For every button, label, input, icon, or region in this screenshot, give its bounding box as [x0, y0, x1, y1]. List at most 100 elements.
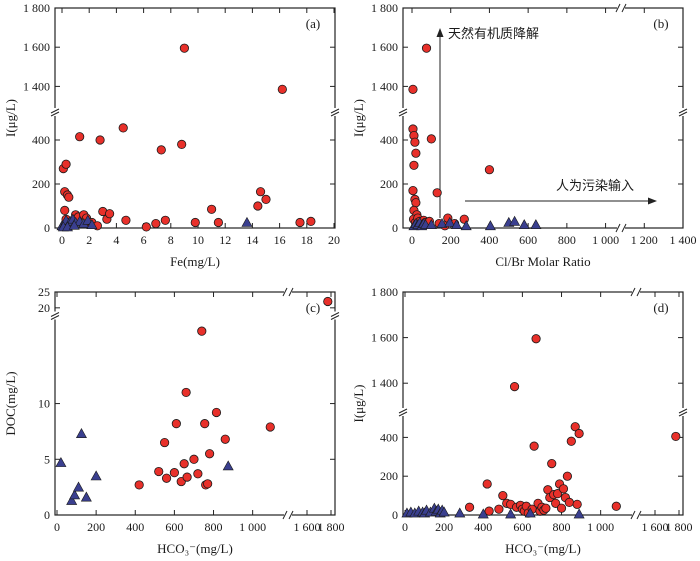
data-point-circle — [426, 134, 436, 144]
axis-break-mark — [398, 411, 408, 417]
plot-frame — [54, 7, 336, 229]
panel-tag: (d) — [653, 300, 668, 315]
data-point-circle — [261, 194, 271, 204]
y-tick-label: 0 — [44, 508, 50, 522]
x-tick-label: 0 — [54, 520, 60, 534]
data-point-circle — [411, 198, 421, 208]
axis-break-gap — [632, 288, 640, 296]
panel-b: 0 200 400 600 800 1 000 1 200 1 400 0 200 400 1 400… — [351, 1, 697, 269]
data-point-triangle — [425, 219, 437, 229]
plot-frame — [402, 7, 684, 229]
data-point-circle — [574, 428, 584, 439]
x-tick-label: 1 800 — [666, 520, 693, 534]
data-point-circle — [566, 436, 576, 446]
axis-break-mark — [630, 510, 636, 520]
axis-break-gap — [632, 511, 640, 519]
data-point-circle — [121, 215, 131, 225]
x-tick-label: 600 — [513, 520, 531, 534]
data-point-circle — [154, 466, 164, 477]
data-points — [408, 43, 542, 231]
data-point-circle — [409, 160, 419, 170]
data-point-triangle — [90, 470, 102, 481]
data-point-triangle — [68, 219, 80, 230]
data-point-circle — [160, 215, 170, 225]
data-point-circle — [200, 419, 210, 429]
data-point-circle — [134, 480, 144, 490]
data-point-circle — [105, 209, 115, 219]
x-tick-label: 8 — [168, 233, 174, 247]
axis-break-gap — [617, 4, 625, 12]
data-point-circle — [179, 43, 189, 53]
x-axis-label: Cl/Br Molar Ratio — [495, 254, 590, 269]
data-point-circle — [220, 434, 230, 444]
x-tick-label: 1 000 — [592, 233, 619, 247]
axis-break-mark — [636, 287, 642, 297]
x-tick-label: 400 — [126, 520, 144, 534]
axis-break-gap — [331, 108, 339, 116]
data-point-circle — [564, 497, 574, 507]
axis-break-mark — [636, 510, 642, 520]
axis-break-gap — [331, 311, 339, 320]
axis-break-mark — [398, 408, 408, 414]
annotation-organic: 天然有机质降解 — [448, 26, 539, 41]
axis-break-gap — [679, 108, 687, 116]
data-point-circle — [411, 148, 421, 158]
data-point-circle — [95, 135, 105, 145]
x-tick-label: 800 — [558, 233, 576, 247]
data-point-circle — [529, 441, 539, 451]
axis-break-gap — [284, 511, 292, 519]
x-axis-label: HCO₃⁻(mg/L) — [157, 541, 233, 556]
axis-break-gap — [51, 108, 59, 116]
x-axis-label: Fe(mg/L) — [170, 254, 220, 269]
data-point-circle — [482, 479, 492, 489]
x-tick-label: 600 — [165, 520, 183, 534]
data-point-circle — [553, 489, 563, 499]
data-point-circle — [151, 219, 161, 229]
data-points — [55, 296, 333, 505]
data-point-circle — [161, 473, 172, 483]
data-point-circle — [484, 506, 494, 516]
data-point-circle — [265, 422, 275, 432]
y-axis-label: DOC(mg/L) — [3, 371, 18, 435]
data-point-circle — [211, 407, 222, 418]
x-tick-label: 6 — [141, 233, 147, 247]
y-tick-label: 25 — [38, 285, 50, 299]
data-point-circle — [61, 159, 71, 169]
y-tick-label: 400 — [380, 133, 398, 147]
data-point-circle — [671, 431, 681, 442]
arrow-head — [648, 197, 657, 205]
plot-frame — [402, 291, 684, 516]
axis-break-mark — [621, 223, 627, 233]
data-point-circle — [551, 498, 561, 508]
data-point-triangle — [444, 216, 456, 227]
data-point-triangle — [55, 457, 67, 467]
axis-break-mark — [678, 108, 688, 114]
data-point-triangle — [484, 220, 496, 231]
x-tick-label: 20 — [328, 233, 340, 247]
x-tick-label: 400 — [474, 520, 492, 534]
data-point-circle — [203, 479, 213, 489]
data-point-circle — [193, 469, 203, 479]
data-point-triangle — [460, 220, 472, 231]
axis-break-mark — [330, 312, 340, 317]
x-tick-label: 1 000 — [239, 520, 266, 534]
y-tick-label: 200 — [380, 469, 398, 483]
axis-break-mark — [630, 287, 636, 297]
data-point-circle — [306, 216, 316, 226]
axis-break-mark — [282, 510, 288, 520]
x-tick-label: 800 — [553, 520, 571, 534]
data-point-circle — [484, 165, 495, 175]
data-point-circle — [494, 504, 504, 514]
data-point-circle — [611, 501, 621, 511]
plot-frame — [54, 291, 336, 516]
y-tick-label: 10 — [38, 397, 50, 411]
x-tick-label: 600 — [519, 233, 537, 247]
arrow-head — [436, 28, 444, 37]
data-point-circle — [410, 137, 420, 147]
data-point-circle — [277, 84, 287, 94]
x-tick-label: 10 — [192, 233, 204, 247]
y-axis-label: I(μg/L) — [3, 99, 18, 137]
data-point-circle — [118, 123, 128, 133]
data-point-circle — [60, 205, 70, 215]
